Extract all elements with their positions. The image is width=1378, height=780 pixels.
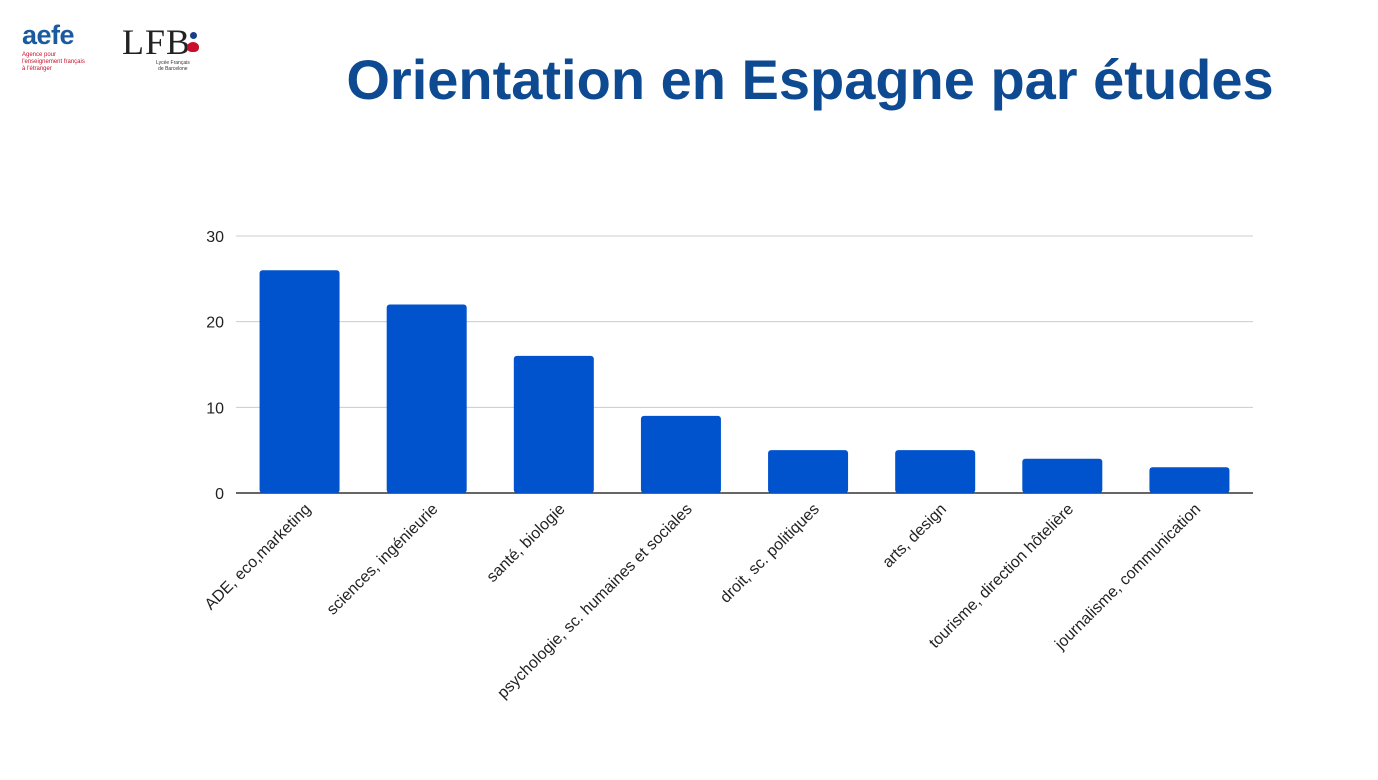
page-title: Orientation en Espagne par études (346, 48, 1274, 111)
y-tick-label: 10 (206, 400, 224, 417)
x-tick-label: journalisme, communication (1051, 501, 1204, 654)
x-tick-label: ADE, eco,marketing (202, 501, 315, 614)
y-tick-label: 30 (206, 229, 224, 246)
x-tick-label: santé, biologie (484, 501, 569, 586)
bar (259, 270, 340, 493)
x-tick-label: sciences, ingénieurie (324, 501, 442, 619)
lfb-logo: LFB Lycée Français de Barcelone (122, 24, 212, 78)
bar (768, 450, 849, 493)
lfb-logo-subtitle: Lycée Français de Barcelone (156, 60, 190, 72)
y-tick-label: 20 (206, 315, 224, 332)
aefe-logo-word: aefe (22, 20, 75, 50)
x-tick-label: psychologie, sc. humaines et sociales (494, 501, 695, 702)
aefe-logo-subtitle: Agence pour l'enseignement français à l'… (22, 52, 85, 72)
bar (640, 415, 721, 493)
aefe-logo: aefe Agence pour l'enseignement français… (22, 22, 102, 73)
x-tick-label: arts, design (880, 501, 951, 572)
bar (1022, 458, 1103, 493)
x-tick-label: droit, sc. politiques (717, 501, 823, 607)
bar (386, 304, 467, 493)
bar (1149, 467, 1230, 493)
chart-x-tick-labels: ADE, eco,marketing sciences, ingénieurie s… (202, 501, 1205, 702)
bar (513, 355, 594, 493)
lfb-logo-dot-icon (190, 32, 197, 39)
chart-y-tick-labels: 0 10 20 30 (206, 229, 224, 503)
x-tick-label: tourisme, direction hôtelière (926, 501, 1077, 652)
bar (895, 450, 976, 493)
lfb-logo-drop-icon (187, 42, 199, 52)
y-tick-label: 0 (215, 486, 224, 503)
lfb-logo-word: LFB (122, 22, 192, 62)
chart-bars (259, 270, 1230, 493)
